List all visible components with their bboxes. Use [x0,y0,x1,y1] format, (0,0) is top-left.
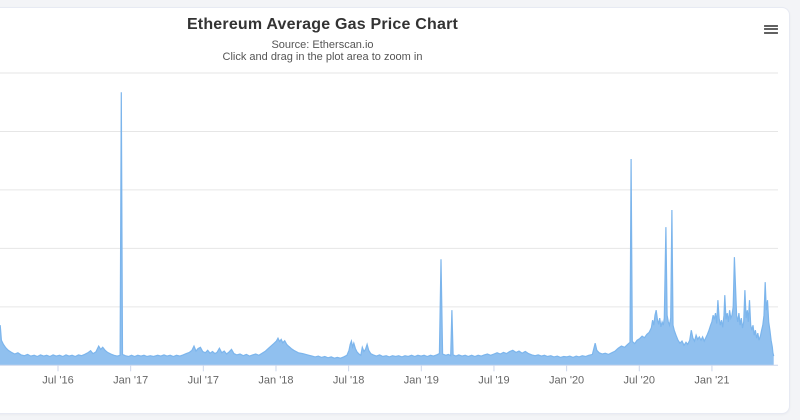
chart-subtitle-hint: Click and drag in the plot area to zoom … [222,51,423,63]
chart-context-menu-button[interactable] [763,24,779,36]
chart-subtitle-source: Source: Etherscan.io [271,39,374,51]
hamburger-icon [764,31,778,34]
plot-area[interactable] [0,73,778,366]
hamburger-icon [764,28,778,31]
chart-title: Ethereum Average Gas Price Chart [186,16,459,33]
hamburger-icon [764,24,778,27]
